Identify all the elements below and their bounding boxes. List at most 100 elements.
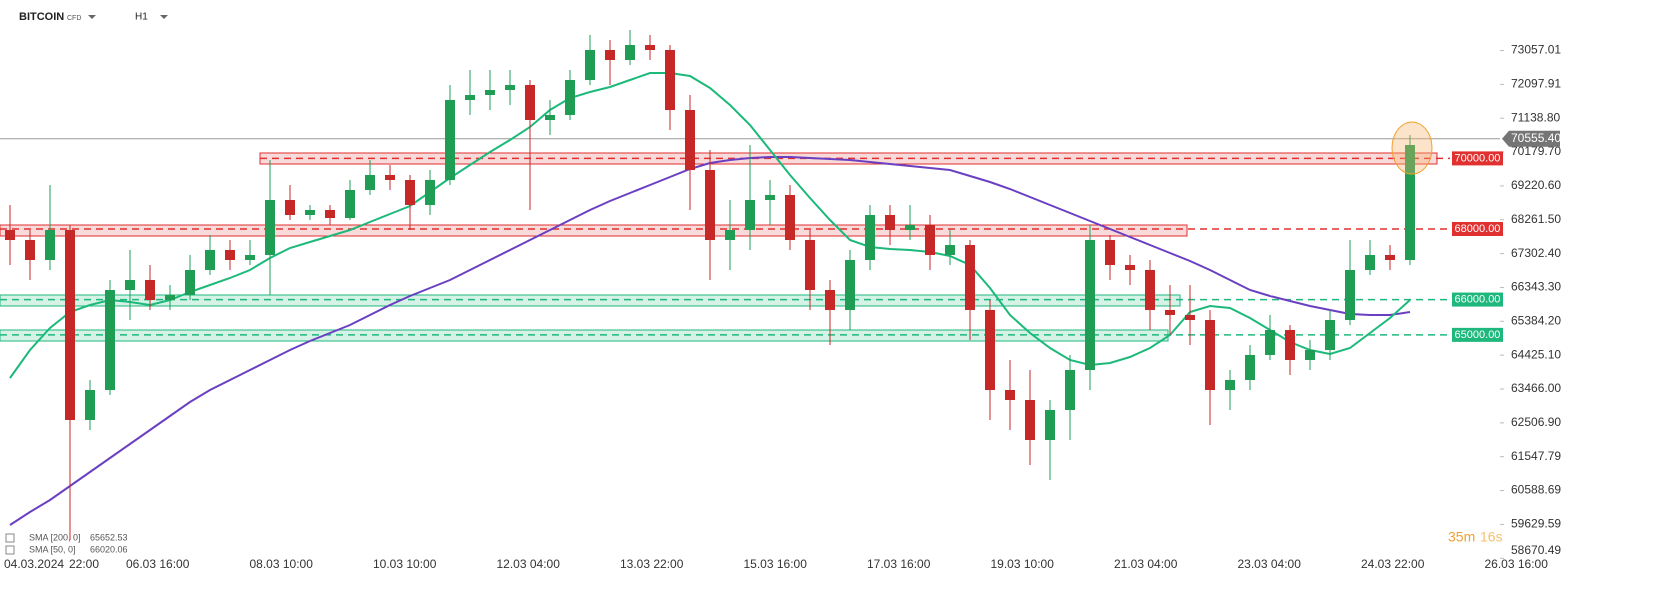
x-tick-label: 19.03 10:00	[991, 557, 1055, 571]
legend-value: 65652.53	[90, 532, 128, 542]
highlight	[1391, 121, 1433, 175]
candle-body	[385, 174, 395, 180]
y-tick-label: 60588.69	[1511, 483, 1561, 497]
y-tick-label: 68261.50	[1511, 212, 1561, 226]
y-tick-label: 58670.49	[1511, 543, 1561, 557]
candle-body	[1105, 239, 1115, 265]
candle-body	[1245, 354, 1255, 381]
candle-body	[925, 224, 935, 255]
y-tick-label: 62506.90	[1511, 415, 1561, 429]
candle-body	[785, 194, 795, 240]
candle-body	[245, 254, 255, 261]
legend-name: SMA [200, 0]	[29, 532, 81, 542]
candle-body	[765, 194, 775, 201]
candle-body	[1385, 254, 1395, 261]
legend-icon	[5, 545, 15, 555]
y-tick-label: 73057.01	[1511, 43, 1561, 57]
candle-body	[5, 230, 15, 240]
x-tick-label: 24.03 22:00	[1361, 557, 1425, 571]
dropdown-arrow[interactable]	[88, 15, 96, 19]
candle-body	[805, 239, 815, 291]
level-label-box	[1452, 151, 1503, 166]
x-tick-label: 21.03 04:00	[1114, 557, 1178, 571]
candle-body	[825, 290, 835, 310]
x-tick-label: 12.03 04:00	[497, 557, 561, 571]
candle-body	[465, 95, 475, 100]
candle-body	[1005, 389, 1015, 401]
candle-body	[945, 245, 955, 255]
legend-icon	[5, 533, 15, 543]
candle-body	[85, 389, 95, 420]
candle-body	[25, 239, 35, 261]
y-tick-label: 66343.30	[1511, 280, 1561, 294]
candle-body	[525, 84, 535, 120]
candle-body	[1085, 239, 1095, 370]
zones	[0, 138, 1500, 342]
x-tick-label: 17.03 16:00	[867, 557, 931, 571]
candle-body	[125, 279, 135, 291]
candle-body	[205, 249, 215, 270]
candle-body	[985, 309, 995, 390]
candle-body	[1065, 369, 1075, 411]
candle-body	[845, 260, 855, 310]
y-tick-label: 70179.70	[1511, 144, 1561, 158]
y-tick-label: 72097.91	[1511, 77, 1561, 91]
candle-body	[565, 80, 575, 115]
y-tick-label: 61547.79	[1511, 449, 1561, 463]
legend-name: SMA [50, 0]	[29, 544, 76, 554]
y-tick-label: 67302.40	[1511, 246, 1561, 260]
candle-body	[1325, 320, 1335, 351]
candle-body	[585, 50, 595, 81]
candle-body	[285, 200, 295, 216]
candle-body	[1185, 314, 1195, 321]
candle-body	[545, 114, 555, 120]
candle-body	[1125, 264, 1135, 270]
x-tick-label: 13.03 22:00	[620, 557, 684, 571]
candle-body	[185, 269, 195, 295]
last-price-box	[1502, 130, 1560, 147]
candle-body	[265, 200, 275, 255]
candle-body	[65, 230, 75, 420]
level-label: 70000.00	[1455, 152, 1501, 164]
x-tick-label: 08.03 10:00	[250, 557, 314, 571]
level-label-box	[1452, 221, 1503, 236]
candle-body	[1265, 329, 1275, 355]
candle-body	[1165, 309, 1175, 315]
x-tick-label: 22:00	[69, 557, 99, 571]
y-tick-label: 69220.60	[1511, 178, 1561, 192]
candle-body	[605, 50, 615, 60]
dropdown-arrow[interactable]	[160, 15, 168, 19]
candle-body	[625, 44, 635, 60]
x-tick-label: 04.03.2024	[4, 557, 64, 571]
y-tick-label: 63466.00	[1511, 381, 1561, 395]
candle-body	[1145, 269, 1155, 310]
x-tick-label: 26.03 16:00	[1485, 557, 1549, 571]
candle-body	[1405, 144, 1415, 261]
y-tick-label: 64425.10	[1511, 347, 1561, 361]
candle-body	[425, 179, 435, 205]
countdown-minutes: 35m	[1448, 529, 1475, 545]
zone	[0, 294, 1181, 307]
candle-body	[1345, 269, 1355, 321]
candle-body	[505, 84, 515, 90]
symbol[interactable]: BITCOIN	[19, 11, 64, 23]
candle-body	[1365, 254, 1375, 270]
candle-body	[145, 279, 155, 300]
candle-body	[485, 89, 495, 96]
candle-body	[305, 209, 315, 216]
candle-body	[685, 110, 695, 171]
x-tick-label: 15.03 16:00	[744, 557, 808, 571]
candle-body	[405, 179, 415, 205]
interval[interactable]: H1	[135, 12, 148, 23]
candle-body	[225, 249, 235, 261]
candle-body	[325, 209, 335, 219]
candles	[5, 29, 1415, 541]
candle-body	[1025, 400, 1035, 441]
level-label-box	[1452, 292, 1503, 307]
candle-body	[725, 230, 735, 240]
candle-body	[885, 215, 895, 231]
legend-value: 66020.06	[90, 544, 128, 554]
last-price-label: 70555.40	[1511, 131, 1561, 145]
